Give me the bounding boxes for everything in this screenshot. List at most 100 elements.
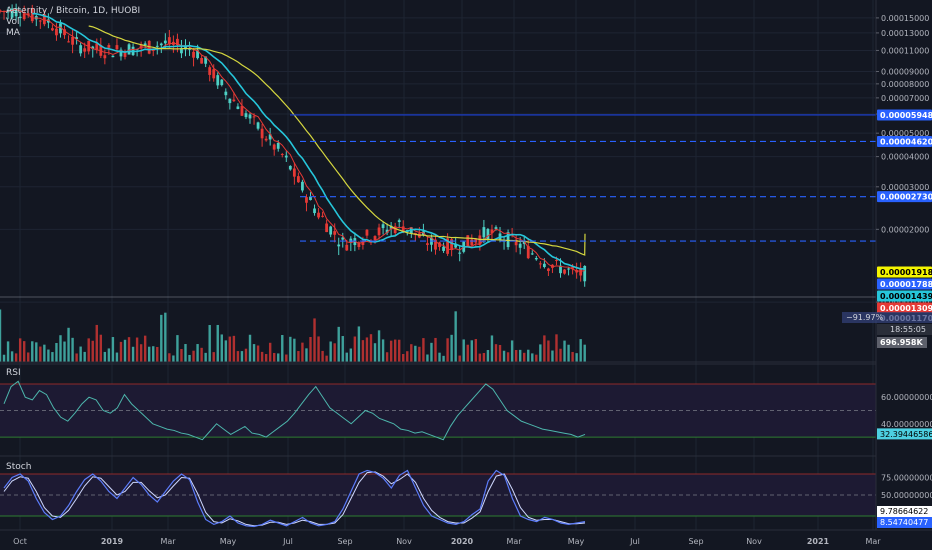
volume-bar xyxy=(204,352,207,362)
time-tick-label: Mar xyxy=(865,537,881,546)
volume-bar xyxy=(67,327,70,362)
candle-body xyxy=(38,20,42,22)
candle-body xyxy=(381,224,385,229)
volume-bar xyxy=(454,311,457,362)
volume-bar xyxy=(313,318,316,362)
price-pane[interactable] xyxy=(0,3,932,363)
candle-body xyxy=(14,8,18,17)
candle-body xyxy=(224,91,228,96)
candle-body xyxy=(305,197,308,203)
stoch-k-value-tag[interactable] xyxy=(877,517,932,528)
price-tag-label: 0.00001788 xyxy=(880,280,932,289)
volume-bar xyxy=(160,314,163,362)
candle-body xyxy=(538,263,542,265)
volume-bar xyxy=(430,342,433,362)
price-axis[interactable]: 0.00015000 0.00013000 0.00011000 0.00009000… xyxy=(842,0,932,550)
candle-body xyxy=(393,226,397,234)
candle-body xyxy=(329,226,333,235)
candle-body xyxy=(458,252,462,254)
volume-bar xyxy=(438,352,441,362)
candle-body xyxy=(55,28,58,36)
time-tick-label: Jul xyxy=(629,537,640,546)
volume-bar xyxy=(317,336,320,362)
ma-fast-line xyxy=(0,9,585,272)
volume-bar xyxy=(373,343,377,362)
volume-bar xyxy=(535,354,538,362)
candle-body xyxy=(490,229,494,234)
volume-bar xyxy=(357,326,361,362)
volume-bar xyxy=(325,355,328,362)
volume-bar xyxy=(462,339,465,362)
volume-bar xyxy=(256,345,260,362)
volume-bar xyxy=(143,335,147,362)
volume-bar xyxy=(99,334,103,362)
volume-bar xyxy=(293,338,296,362)
volume-bar xyxy=(289,336,292,362)
volume-bar xyxy=(571,351,574,362)
candle-body xyxy=(482,227,486,238)
stoch-d-value-tag[interactable] xyxy=(877,506,932,517)
volume-bar xyxy=(63,341,66,362)
volume-bar xyxy=(426,354,429,362)
price-tag[interactable] xyxy=(877,302,932,314)
candle-body xyxy=(567,268,570,270)
level-price-tag[interactable] xyxy=(877,191,932,203)
candle-body xyxy=(46,19,50,23)
time-tick-label: Nov xyxy=(746,537,762,546)
time-tick-label: Oct xyxy=(13,537,27,546)
volume-bar xyxy=(543,335,546,362)
volume-bar xyxy=(518,349,522,362)
candle-body xyxy=(159,43,163,46)
candle-body xyxy=(579,268,583,276)
volume-bar xyxy=(176,335,179,362)
candle-body xyxy=(284,155,288,158)
rsi-pane[interactable] xyxy=(0,363,932,441)
candle-body xyxy=(377,227,381,236)
vol-indicator-label[interactable]: Vol xyxy=(6,17,20,27)
candle-body xyxy=(83,48,87,52)
volume-bar xyxy=(406,351,409,362)
candle-body xyxy=(111,55,115,58)
volume-bar xyxy=(119,341,123,362)
level-price-tag[interactable] xyxy=(877,135,932,147)
price-tag[interactable] xyxy=(877,290,932,302)
candle-body xyxy=(139,44,143,49)
volume-bar xyxy=(365,337,369,362)
candle-body xyxy=(115,45,119,50)
level-price-tag[interactable] xyxy=(877,109,932,121)
price-tag[interactable] xyxy=(877,278,932,290)
candle-body xyxy=(514,239,518,246)
candle-body xyxy=(583,265,587,282)
volume-bar xyxy=(418,346,421,362)
rsi-line xyxy=(3,380,586,441)
rsi-value-label: 32.39446586 xyxy=(880,430,932,439)
time-axis[interactable]: Oct 2019 Mar May Jul Sep Nov 2020 Mar May Jul Sep No… xyxy=(0,529,932,550)
price-tick-label: 0.00005000 xyxy=(881,129,929,138)
price-tag[interactable] xyxy=(877,266,932,278)
ma-indicator-label[interactable]: MA xyxy=(6,28,20,38)
candle-body xyxy=(494,227,498,230)
candle-body xyxy=(212,69,216,79)
volume-bar xyxy=(244,348,248,362)
rsi-tick-label: 60.00000000 xyxy=(881,393,932,402)
volume-bar xyxy=(434,337,437,362)
volume-bar xyxy=(301,342,304,362)
volume-bar xyxy=(277,353,280,362)
price-tick-label: 0.00002000 xyxy=(881,225,929,234)
horizontal-levels[interactable] xyxy=(290,114,876,242)
stoch-tick-label: 75.00000000 xyxy=(881,474,932,483)
volume-bar xyxy=(131,346,135,362)
stoch-pane[interactable] xyxy=(0,455,932,528)
volume-bar xyxy=(10,351,14,362)
volume-bar xyxy=(75,353,78,362)
volume-bar xyxy=(152,346,155,362)
rsi-value-tag[interactable] xyxy=(877,428,932,440)
volume-bar xyxy=(103,351,107,362)
chart-grid xyxy=(0,0,876,530)
candle-body xyxy=(260,128,264,139)
candle-body xyxy=(571,266,575,269)
countdown-box xyxy=(877,324,932,335)
rsi-legend: RSI xyxy=(6,368,21,379)
candle-body xyxy=(333,231,337,235)
